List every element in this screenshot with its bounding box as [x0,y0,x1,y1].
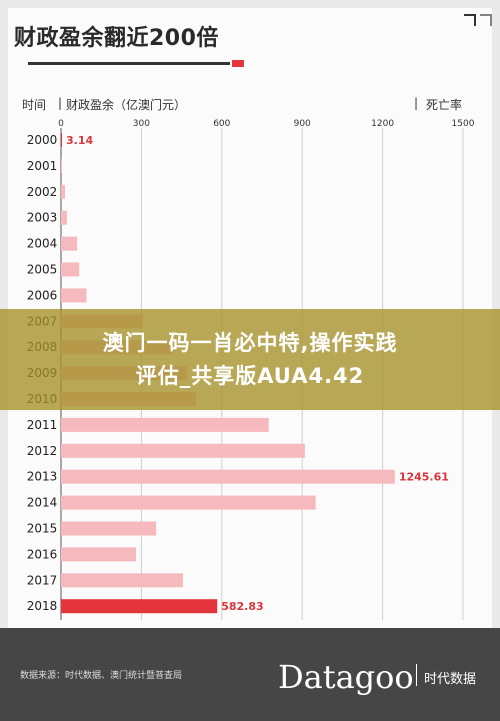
bar [61,547,137,562]
footer: 数据来源：时代数据、澳门统计暨普查局 Datagoo 时代数据 [0,628,500,721]
y-tick-label: 2005 [27,263,58,277]
x-tick-label: 0 [58,119,64,129]
bar [61,288,87,303]
y-tick-label: 2011 [27,418,58,432]
data-label: 582.83 [221,600,263,613]
title-rule [28,62,230,65]
bar [61,495,316,510]
y-tick-label: 2001 [27,159,58,173]
x-tick-label: 300 [133,119,150,129]
bar [61,158,62,173]
column-header-surplus: 财政盈余（亿澳门元） [66,98,187,112]
y-tick-label: 2014 [27,496,58,510]
y-tick-label: 2002 [27,185,58,199]
y-tick-label: 2018 [27,599,58,613]
y-tick-label: 2017 [27,573,58,587]
chart-title: 财政盈余翻近200倍 [14,26,219,51]
data-label: 3.14 [66,134,93,147]
y-tick-label: 2003 [27,211,58,225]
y-tick-label: 2006 [27,288,58,302]
watermark-line-2: 评估_共享版AUA4.42 [135,363,365,388]
bar [61,469,395,484]
column-header-time: 时间 [22,98,47,112]
watermark-banner: 澳门一码一肖必中特,操作实践 评估_共享版AUA4.42 [0,309,500,410]
y-tick-label: 2000 [27,133,58,147]
watermark-line-1: 澳门一码一肖必中特,操作实践 [102,330,398,355]
corner-mark-icon [464,14,476,26]
bar [61,184,66,199]
x-tick-label: 600 [213,119,230,129]
y-tick-label: 2015 [27,522,58,536]
bar [61,133,62,147]
column-divider: | [414,96,419,110]
data-source: 数据来源：时代数据、澳门统计暨普查局 [20,671,183,681]
bar [61,262,80,277]
column-divider: | [58,96,63,110]
bar [61,210,67,225]
corner-mark-icon [480,14,492,26]
brand-divider [416,664,417,686]
y-tick-label: 2016 [27,547,58,561]
y-tick-label: 2004 [27,237,58,251]
title-accent [232,60,244,67]
y-tick-label: 2012 [27,444,58,458]
x-tick-label: 900 [294,119,311,129]
brand-logo: Datagoo [278,658,414,696]
bar [61,521,157,536]
y-tick-label: 2013 [27,470,58,484]
bar [61,443,305,458]
bar [61,417,269,432]
brand-subtitle: 时代数据 [424,672,477,687]
x-tick-label: 1200 [371,119,394,129]
bar [61,236,78,251]
x-tick-label: 1500 [452,119,475,129]
bar [61,599,218,614]
bar [61,573,183,588]
data-label: 1245.61 [399,471,449,484]
column-header-rate: 死亡率 [426,98,463,112]
